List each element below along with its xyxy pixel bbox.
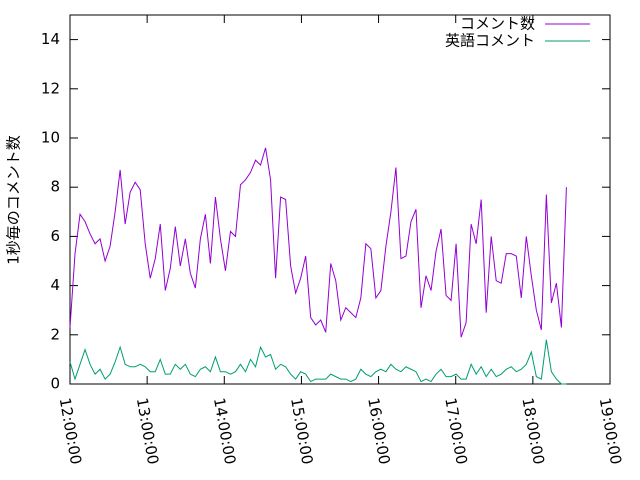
series-line [69,147,567,338]
x-tick-label: 17:00:00 [441,396,470,465]
y-tick-label: 2 [50,325,60,343]
x-tick-label: 16:00:00 [364,396,393,465]
legend-label: 英語コメント [445,32,535,50]
y-tick-label: 14 [41,30,60,48]
x-tick-label: 19:00:00 [596,396,625,465]
y-tick-label: 4 [50,276,60,294]
y-tick-label: 12 [41,79,60,97]
y-tick-label: 6 [50,227,60,245]
y-tick-label: 0 [50,375,60,393]
plot-border [69,14,611,385]
y-tick-label: 10 [41,129,60,147]
y-tick-label: 8 [50,178,60,196]
x-tick-label: 12:00:00 [56,396,85,465]
x-tick-label: 13:00:00 [133,396,162,465]
x-tick-label: 14:00:00 [210,396,239,465]
x-tick-label: 15:00:00 [287,396,316,465]
legend-label: コメント数 [460,15,535,33]
x-tick-label: 18:00:00 [518,396,547,465]
y-axis-label: 1秒毎のコメント数 [5,135,23,265]
series-line [69,339,567,385]
